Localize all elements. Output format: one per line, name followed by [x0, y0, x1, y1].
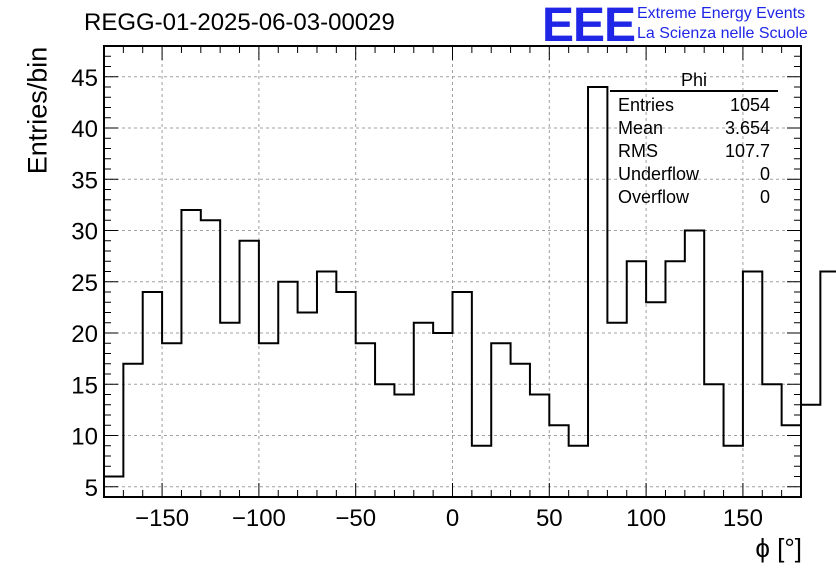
histogram-bin [704, 384, 723, 497]
stats-row: Mean 3.654 [610, 117, 778, 140]
histogram-bin [240, 241, 259, 497]
histogram-bin [220, 323, 239, 497]
histogram-bin [259, 343, 278, 497]
y-tick-label: 10 [71, 424, 98, 451]
histogram-bin [298, 313, 317, 498]
stats-name: Phi [610, 70, 778, 92]
histogram-bin [433, 333, 452, 497]
histogram-bin [588, 87, 607, 497]
y-axis-label: Entries/bin [22, 46, 53, 175]
logo-caption: Extreme Energy Events La Scienza nelle S… [637, 4, 808, 44]
histogram-bin [375, 384, 394, 497]
logo-caption-line2: La Scienza nelle Scuole [637, 25, 808, 42]
histogram-bin [181, 210, 200, 497]
stats-row: RMS 107.7 [610, 140, 778, 163]
histogram-bin [491, 343, 510, 497]
histogram-bin [162, 343, 181, 497]
y-tick-label: 15 [71, 372, 98, 399]
histogram-bin [394, 395, 413, 498]
x-tick-label: −150 [135, 505, 189, 532]
y-tick-label: 5 [85, 475, 98, 502]
histogram-bin [530, 395, 549, 498]
y-tick-label: 45 [71, 65, 98, 92]
x-tick-label: −100 [232, 505, 286, 532]
histogram-bin [143, 292, 162, 497]
histogram-bin [801, 405, 820, 497]
stats-row: Overflow 0 [610, 186, 778, 209]
histogram-bin [820, 272, 836, 498]
x-tick-label: 50 [536, 505, 563, 532]
stats-label: Underflow [618, 164, 700, 184]
histogram-bin [724, 446, 743, 497]
chart-title: REGG-01-2025-06-03-00029 [84, 9, 395, 36]
logo-caption-line1: Extreme Energy Events [637, 5, 806, 22]
histogram-bin [743, 272, 762, 498]
histogram-bin [685, 231, 704, 498]
y-tick-label: 35 [71, 167, 98, 194]
stats-box: Phi Entries 1054 Mean 3.654 RMS 107.7 Un… [610, 70, 778, 209]
stats-row: Underflow 0 [610, 163, 778, 186]
x-tick-label: 0 [446, 505, 459, 532]
stats-label: Mean [618, 118, 664, 138]
stats-value: 3.654 [724, 118, 770, 138]
histogram-bin [336, 292, 355, 497]
y-tick-label: 40 [71, 116, 98, 143]
histogram-bin [782, 425, 801, 497]
stats-label: Entries [618, 95, 675, 115]
y-tick-label: 25 [71, 270, 98, 297]
histogram-bin [549, 425, 568, 497]
histogram-bin [646, 302, 665, 497]
stats-value: 0 [759, 164, 770, 184]
y-tick-label: 30 [71, 219, 98, 246]
stats-value: 107.7 [724, 141, 770, 161]
histogram-bin [453, 292, 472, 497]
histogram-bin [123, 364, 142, 497]
histogram-bin [762, 384, 781, 497]
histogram-bin [278, 282, 297, 497]
x-tick-label: 100 [626, 505, 666, 532]
histogram-bin [472, 446, 491, 497]
stats-value: 1054 [729, 95, 770, 115]
histogram-bin [356, 343, 375, 497]
x-tick-label: 150 [723, 505, 763, 532]
histogram-bin [511, 364, 530, 497]
histogram-bin [569, 446, 588, 497]
stats-label: Overflow [618, 187, 690, 207]
stats-label: RMS [618, 141, 658, 161]
stats-value: 0 [759, 187, 770, 207]
x-tick-label: −50 [335, 505, 376, 532]
stats-row: Entries 1054 [610, 94, 778, 117]
histogram-bin [201, 220, 220, 497]
histogram-bin [665, 261, 684, 497]
eee-logo: EEE [542, 0, 636, 52]
histogram-bin [607, 323, 626, 497]
y-tick-label: 20 [71, 321, 98, 348]
histogram-bin [414, 323, 433, 497]
histogram-line [104, 86, 836, 478]
histogram-bin [627, 261, 646, 497]
x-axis-label: ϕ [°] [755, 533, 802, 563]
histogram-bin [317, 272, 336, 498]
